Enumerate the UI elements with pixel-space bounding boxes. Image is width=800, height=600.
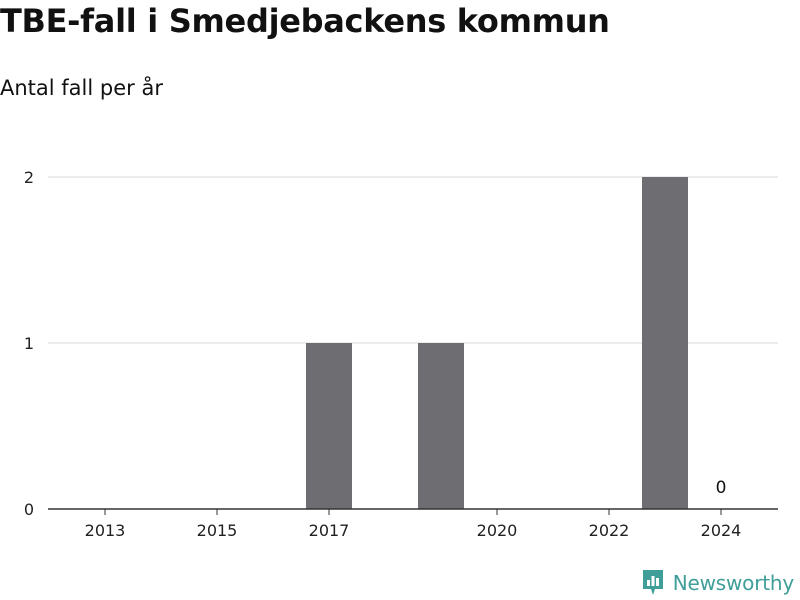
bar-2017: [306, 343, 352, 509]
newsworthy-logo-text: Newsworthy: [672, 571, 794, 595]
x-tick-label: 2015: [197, 521, 238, 540]
x-tick-label: 2024: [701, 521, 742, 540]
x-axis-ticks: 2013 2015 2017 2020 2022 2024: [85, 509, 742, 540]
newsworthy-logo: Newsworthy: [641, 568, 794, 598]
bar-2019: [418, 343, 464, 509]
bar-2023: [642, 177, 688, 509]
x-tick-label: 2017: [309, 521, 350, 540]
y-tick-label: 0: [24, 500, 34, 519]
y-tick-label: 2: [24, 168, 34, 187]
chart-subtitle: Antal fall per år: [0, 76, 163, 100]
x-tick-label: 2022: [589, 521, 630, 540]
chart-title: TBE-fall i Smedjebackens kommun: [0, 2, 610, 40]
x-tick-label: 2020: [477, 521, 518, 540]
data-labels: 0: [716, 478, 727, 498]
newsworthy-logo-icon: [642, 570, 663, 595]
bars: [306, 177, 688, 509]
x-tick-label: 2013: [85, 521, 126, 540]
data-label: 0: [716, 478, 727, 498]
y-axis-ticks: 0 1 2: [24, 168, 34, 519]
y-tick-label: 1: [24, 334, 34, 353]
